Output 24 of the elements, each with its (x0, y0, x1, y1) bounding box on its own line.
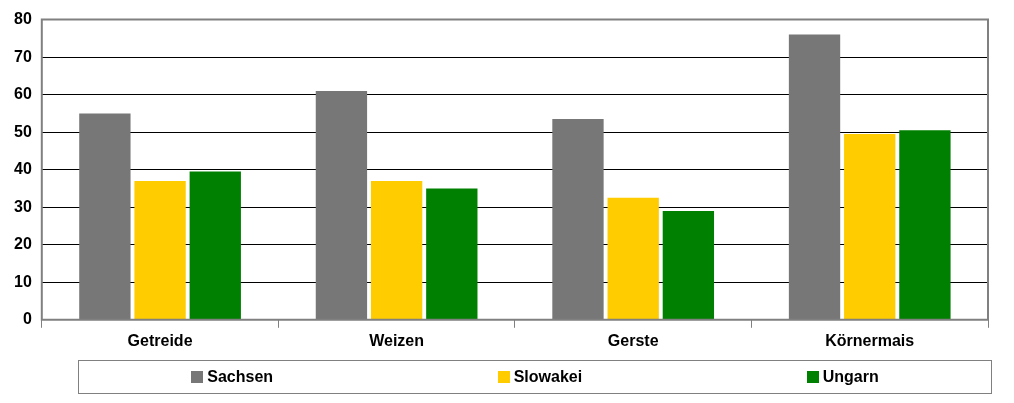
bar (134, 180, 186, 320)
x-tick-label: Körnermais (825, 331, 915, 349)
legend-label: Ungarn (822, 368, 879, 386)
bar (370, 180, 423, 320)
x-tick-label: Getreide (127, 331, 193, 349)
legend-label: Slowakei (513, 368, 583, 386)
y-tick-label: 70 (14, 47, 32, 65)
bar (662, 210, 715, 320)
y-tick-label: 40 (14, 160, 32, 178)
bar (899, 130, 951, 320)
y-tick-label: 80 (14, 10, 32, 28)
bar (189, 171, 241, 320)
legend-label: Sachsen (207, 368, 274, 386)
bar (844, 134, 896, 320)
bar (426, 188, 478, 320)
y-tick-label: 60 (14, 85, 32, 103)
y-tick-label: 50 (14, 122, 32, 140)
y-tick-label: 0 (22, 310, 32, 328)
x-tick-label: Weizen (369, 331, 425, 349)
y-tick-label: 10 (14, 272, 32, 290)
y-tick-label: 30 (14, 197, 32, 215)
x-tick-label: Gerste (607, 331, 659, 349)
bar (607, 197, 659, 320)
y-tick-label: 20 (14, 235, 32, 253)
